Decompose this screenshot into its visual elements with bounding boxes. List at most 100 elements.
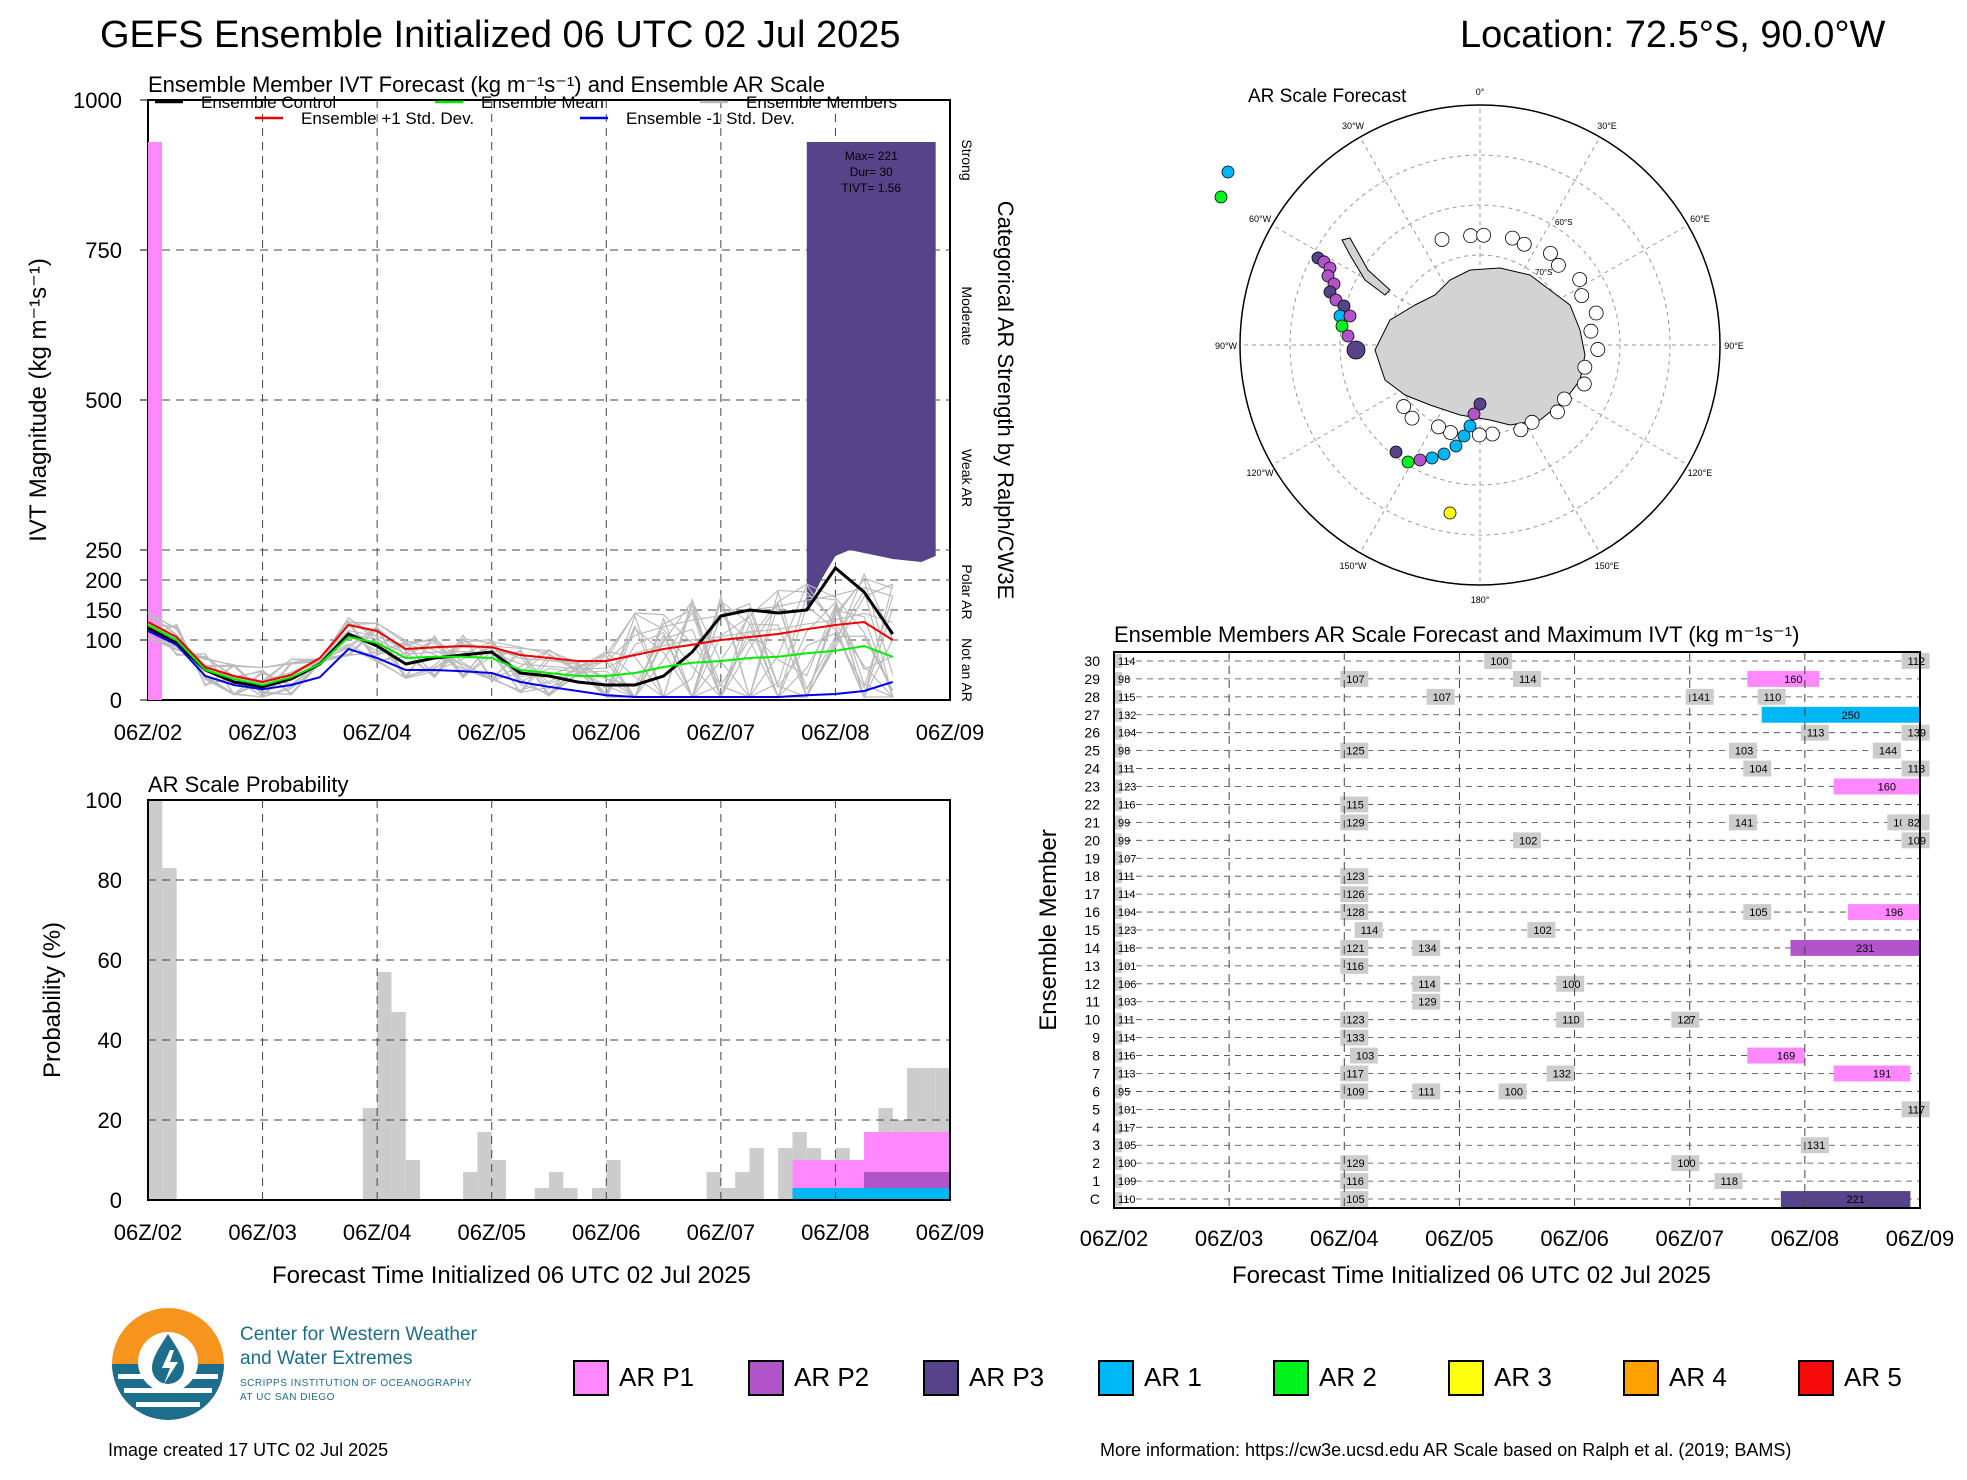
member-row-label: C <box>1090 1191 1100 1207</box>
member-not-ar-bar <box>1728 814 1757 831</box>
member-not-ar-value: 102 <box>1533 925 1551 937</box>
ivt-member-line <box>147 578 894 698</box>
member-not-ar-bar <box>1340 1155 1369 1172</box>
ivt-category-label: Weak AR <box>959 449 975 507</box>
member-start-value: 106 <box>1118 979 1136 991</box>
member-row-label: 1 <box>1092 1173 1100 1189</box>
map-lon-label: 120°E <box>1688 468 1713 478</box>
member-start-bar <box>1114 671 1122 686</box>
member-start-bar <box>1114 707 1122 722</box>
map-ar-point <box>1457 429 1471 443</box>
legend-swatch <box>1098 1360 1134 1396</box>
map-point <box>1572 272 1588 287</box>
member-not-ar-value: 114 <box>1418 979 1436 991</box>
member-xtick-label: 06Z/06 <box>1540 1226 1609 1251</box>
member-start-bar <box>1114 725 1122 740</box>
member-start-value: 105 <box>1118 1140 1136 1152</box>
ivt-chart-title: Ensemble Member IVT Forecast (kg m⁻¹s⁻¹)… <box>148 72 825 97</box>
ivt-series-line <box>147 630 894 698</box>
member-start-value: 115 <box>1118 692 1136 704</box>
member-start-bar <box>1114 761 1122 776</box>
member-not-ar-bar <box>1412 939 1441 956</box>
ivt-xtick-label: 06Z/07 <box>687 720 756 745</box>
member-start-value: 114 <box>1118 1033 1136 1045</box>
member-not-ar-bar <box>1340 1011 1369 1028</box>
ivt-legend-label: Ensemble +1 Std. Dev. <box>301 109 474 128</box>
member-not-ar-value: 100 <box>1677 1158 1695 1170</box>
ivt-xtick-label: 06Z/06 <box>572 720 641 745</box>
member-row-label: 2 <box>1092 1155 1100 1171</box>
member-not-ar-bar <box>1901 1101 1930 1118</box>
ivt-legend-label: Ensemble -1 Std. Dev. <box>626 109 795 128</box>
prob-ytick-label: 60 <box>98 948 122 973</box>
ivt-member-line <box>147 587 893 682</box>
member-start-bar <box>1114 1084 1122 1099</box>
member-row-label: 20 <box>1084 832 1100 848</box>
map-lon-label: 120°W <box>1246 468 1274 478</box>
member-start-value: 101 <box>1118 961 1136 973</box>
map-lat-label: 70°S <box>1535 268 1552 277</box>
map-lon-label: 90°E <box>1724 341 1744 351</box>
member-not-ar-value: 117 <box>1908 1104 1926 1116</box>
ivt-xtick-label: 06Z/04 <box>343 720 412 745</box>
member-start-value: 109 <box>1118 1176 1136 1188</box>
prob-not-ar-bar <box>362 1108 378 1200</box>
legend-label: AR 1 <box>1144 1362 1202 1392</box>
prob-xtick-label: 06Z/03 <box>228 1220 297 1245</box>
member-row-label: 30 <box>1084 653 1100 669</box>
member-ar-bar-value: 169 <box>1777 1051 1795 1063</box>
member-not-ar-value: 129 <box>1346 817 1364 829</box>
member-start-value: 116 <box>1118 1051 1136 1063</box>
map-point <box>1551 257 1566 273</box>
location-label: Location: 72.5°S, 90.0°W <box>1460 14 1886 56</box>
prob-not-ar-bar <box>706 1172 721 1200</box>
member-start-bar <box>1114 940 1122 955</box>
prob-not-ar-bar <box>377 972 392 1200</box>
member-ar-bar <box>1747 1047 1805 1064</box>
logo-line-3: SCRIPPS INSTITUTION OF OCEANOGRAPHY <box>240 1378 472 1389</box>
member-row-label: 27 <box>1084 707 1100 723</box>
member-not-ar-value: 127 <box>1677 1015 1695 1027</box>
member-row-label: 13 <box>1084 958 1100 974</box>
member-not-ar-value: 102 <box>1519 835 1537 847</box>
member-start-bar <box>1114 1048 1122 1063</box>
members-plot-frame <box>1113 651 1921 1209</box>
ivt-annotation: Dur= 30 <box>850 165 893 179</box>
prob-xtick-label: 06Z/08 <box>801 1220 870 1245</box>
member-not-ar-bar <box>1340 1029 1369 1046</box>
member-not-ar-bar <box>1412 975 1441 992</box>
ivt-ytick-label: 250 <box>85 538 122 563</box>
member-start-bar <box>1114 1030 1122 1045</box>
ivt-category-label: Strong <box>959 139 975 180</box>
member-start-bar <box>1114 958 1122 973</box>
map-ar-point <box>1413 453 1427 467</box>
map-point <box>1583 323 1599 339</box>
member-not-ar-bar <box>1340 1191 1369 1207</box>
member-not-ar-bar <box>1484 653 1513 669</box>
map-point <box>1505 230 1520 246</box>
member-not-ar-value: 116 <box>1346 961 1364 973</box>
member-not-ar-value: 105 <box>1346 1194 1364 1206</box>
member-start-value: 98 <box>1118 746 1130 758</box>
member-not-ar-bar <box>1872 742 1901 759</box>
ivt-ytick-label: 100 <box>85 628 122 653</box>
member-start-value: 113 <box>1118 1068 1136 1080</box>
member-not-ar-value: 100 <box>1562 979 1580 991</box>
ivt-chart: 0 100 150 200 250 500 750 1000 06Z/02 06Z/03 06Z/0… <box>25 88 1018 745</box>
map-ar-point <box>1401 455 1415 469</box>
member-not-ar-bar <box>1546 1065 1575 1082</box>
ivt-ytick-label: 200 <box>85 568 122 593</box>
member-start-value: 99 <box>1118 835 1130 847</box>
member-start-bar <box>1114 779 1122 794</box>
member-not-ar-bar <box>1714 1173 1743 1190</box>
map-point <box>1556 391 1572 407</box>
member-start-value: 107 <box>1118 853 1136 865</box>
member-start-value: 118 <box>1118 943 1136 955</box>
ivt-ytick-label: 1000 <box>73 88 122 113</box>
member-row-label: 21 <box>1084 814 1100 830</box>
member-row-label: 24 <box>1084 761 1100 777</box>
member-not-ar-bar <box>1527 922 1556 938</box>
ivt-ylabel: IVT Magnitude (kg m⁻¹s⁻¹) <box>25 258 52 542</box>
member-not-ar-value: 126 <box>1346 889 1364 901</box>
member-ar-bar <box>1848 904 1920 921</box>
